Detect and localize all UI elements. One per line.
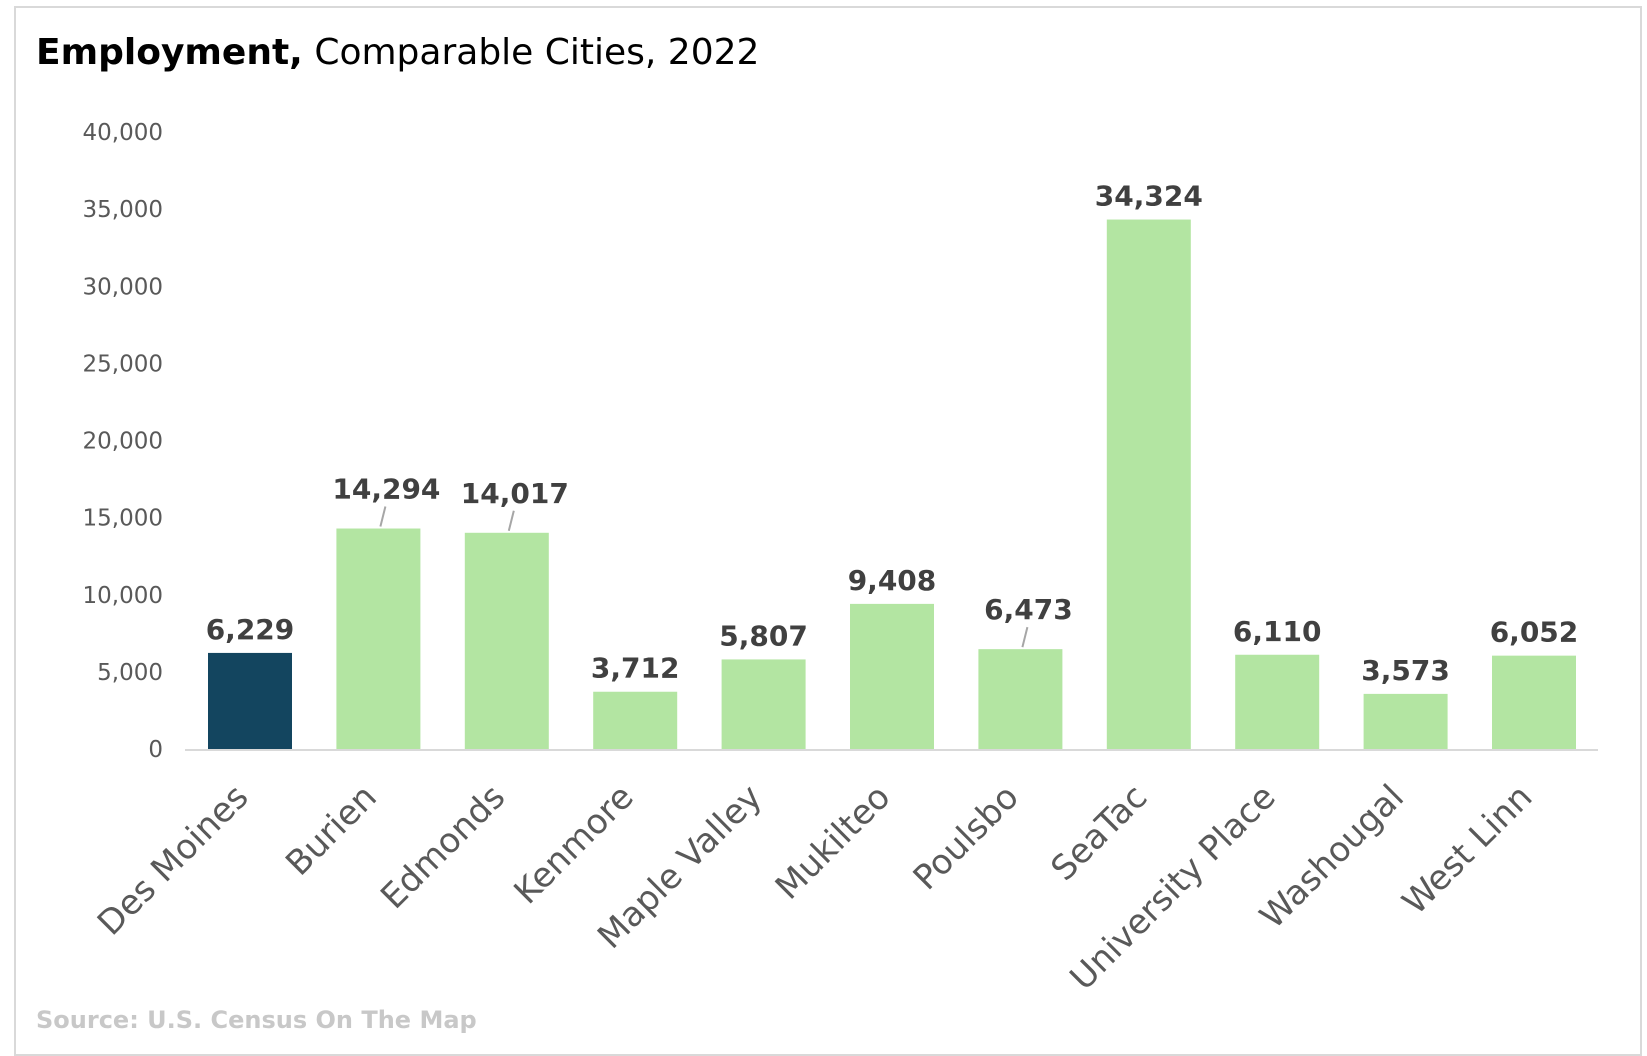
bar xyxy=(464,532,549,749)
x-tick-label: Edmonds xyxy=(373,777,513,917)
y-tick-label: 35,000 xyxy=(83,197,163,223)
x-tick-label: Mukilteo xyxy=(768,777,898,907)
data-label: 9,408 xyxy=(848,564,937,597)
chart-title: Employment, Comparable Cities, 2022 xyxy=(36,32,759,73)
y-tick-label: 40,000 xyxy=(83,120,163,146)
x-tick-label: SeaTac xyxy=(1043,777,1155,889)
y-tick-label: 5,000 xyxy=(97,660,163,686)
bar xyxy=(721,659,806,749)
data-label-leader-line xyxy=(1021,626,1029,648)
bar xyxy=(1363,693,1448,749)
bar xyxy=(336,528,421,749)
data-label: 5,807 xyxy=(719,619,808,652)
source-note: Source: U.S. Census On The Map xyxy=(36,1006,477,1034)
x-tick-label: Burien xyxy=(278,777,385,884)
y-tick-label: 25,000 xyxy=(83,351,163,377)
bar xyxy=(850,603,934,749)
bar xyxy=(593,691,678,749)
y-tick-label: 0 xyxy=(148,737,163,763)
bar xyxy=(978,649,1063,749)
y-tick-label: 30,000 xyxy=(83,274,163,300)
data-label: 14,294 xyxy=(332,473,440,506)
bar xyxy=(1492,655,1576,749)
y-tick-label: 15,000 xyxy=(83,506,163,532)
data-label: 6,052 xyxy=(1490,616,1579,649)
data-label-leader-line xyxy=(507,510,515,532)
data-label: 6,473 xyxy=(984,593,1073,626)
chart-frame xyxy=(14,6,1642,1056)
x-tick-label: Kenmore xyxy=(506,777,641,912)
y-tick-label: 10,000 xyxy=(83,583,163,609)
data-label-leader-line xyxy=(379,506,387,527)
data-label: 6,110 xyxy=(1233,615,1322,648)
bar xyxy=(1235,654,1320,749)
x-tick-label: Des Moines xyxy=(90,777,256,943)
data-label: 6,229 xyxy=(206,613,295,646)
data-label: 34,324 xyxy=(1095,180,1203,213)
x-tick-label: Poulsbo xyxy=(906,777,1027,898)
chart-title-rest: Comparable Cities, 2022 xyxy=(314,32,760,73)
bar xyxy=(208,652,292,749)
data-label: 14,017 xyxy=(461,477,569,510)
data-label: 3,712 xyxy=(591,652,680,685)
x-tick-label: West Linn xyxy=(1395,777,1541,923)
bar xyxy=(1106,219,1191,749)
y-tick-label: 20,000 xyxy=(83,429,163,455)
chart-title-bold: Employment, xyxy=(36,32,303,73)
data-label: 3,573 xyxy=(1361,654,1450,687)
